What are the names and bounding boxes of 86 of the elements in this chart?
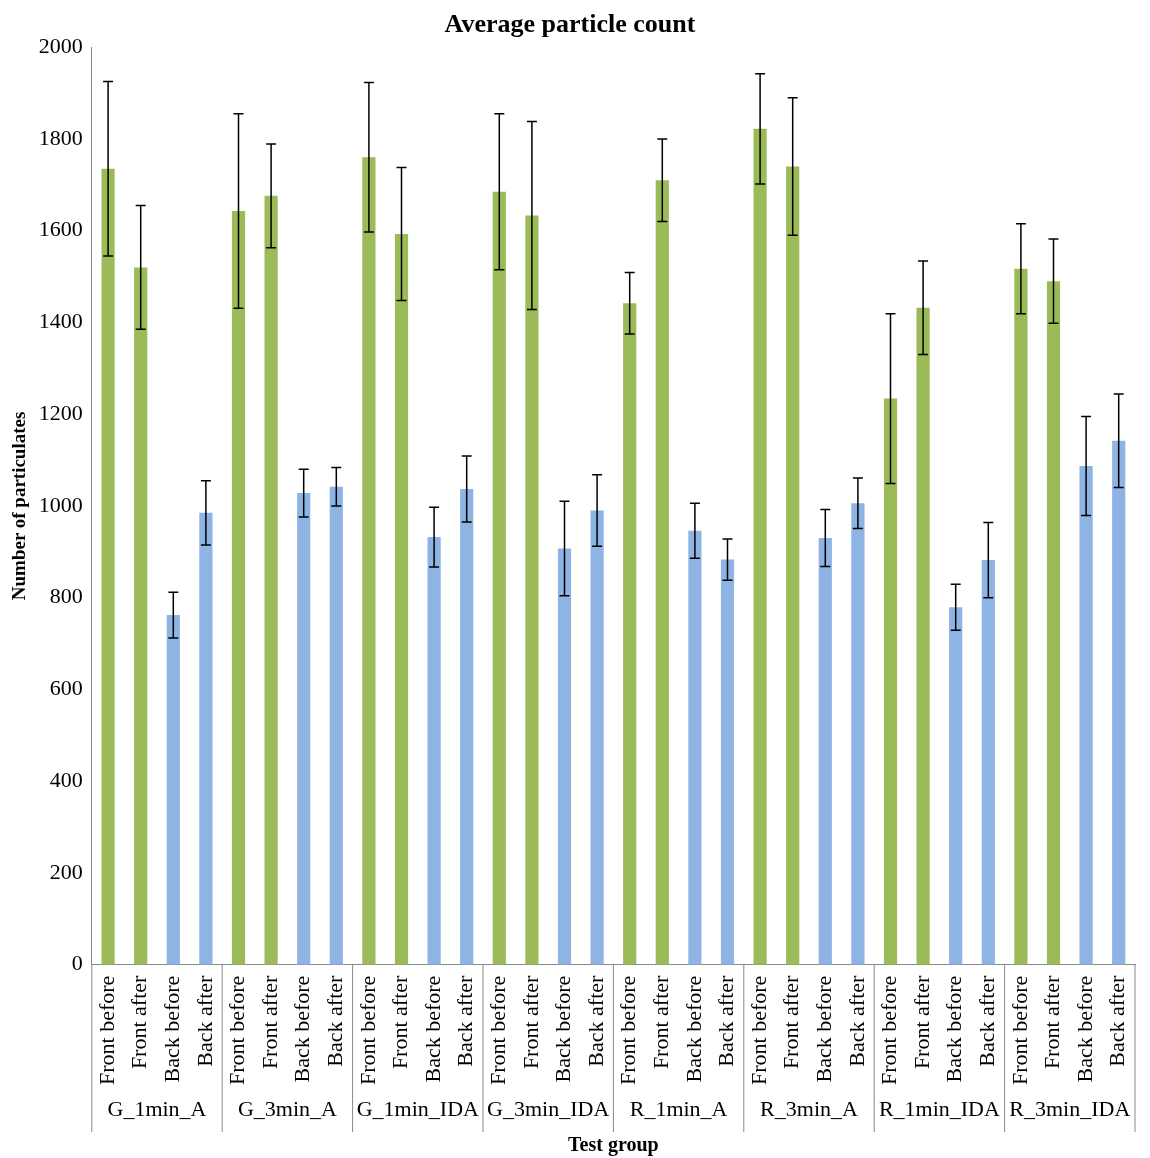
bar [720,559,735,965]
x-tick-label: Front after [908,974,934,1070]
y-tick-label: 600 [49,675,83,701]
bar [557,548,572,965]
x-tick-label: Back before [811,975,837,1083]
x-tick-label: Front after [1039,974,1065,1070]
bar [525,215,539,965]
x-tick-label: Back before [550,975,576,1083]
text: G_1min_IDA [356,1095,480,1121]
text: R_3min_IDA [1009,1095,1131,1121]
bar [623,303,637,965]
chart-title: Average particle count [444,9,696,39]
y-tick-label: 1000 [38,491,83,517]
bar [199,512,213,965]
x-tick-label: Front before [93,975,119,1085]
bar [818,538,832,965]
text: R_3min_A [760,1095,858,1121]
x-tick-label: Back before [419,975,445,1083]
x-tick-label: Front after [126,974,152,1070]
bar [883,398,898,965]
bar [101,168,115,965]
x-tick-label: Front after [517,974,543,1070]
bar [981,560,995,965]
x-tick-label: Back after [713,974,739,1067]
bar [134,267,148,965]
x-tick-label: Back before [1071,975,1097,1083]
y-axis-title: Number of particulates [8,411,30,601]
y-tick-label: 0 [71,950,83,976]
bar [1046,281,1061,965]
bar [916,307,930,965]
x-tick-label: Front before [224,975,250,1085]
x-tick-label: Back before [159,975,185,1083]
bar [851,503,865,965]
bar [492,191,506,965]
bar [394,233,409,965]
bar [949,607,963,965]
bar [427,537,441,965]
y-tick-label: 200 [49,858,83,884]
x-tick-label: Back before [941,975,967,1083]
x-tick-label: Back after [843,974,869,1067]
bar [166,615,180,965]
x-tick-label: Back after [582,974,608,1067]
bar [590,510,604,965]
bar [1112,440,1126,965]
x-tick-label: Front before [876,975,902,1085]
x-tick-label: Back after [322,974,348,1067]
bar [1079,466,1093,965]
x-tick-label: Front before [1006,975,1032,1085]
bar [329,486,343,965]
bar [362,157,376,965]
x-tick-label: Back after [1104,974,1130,1067]
text: G_1min_A [107,1095,207,1121]
x-tick-label: Back after [452,974,478,1067]
x-tick-label: Front after [256,974,282,1070]
bar [297,493,311,965]
x-tick-label: Front before [485,975,511,1085]
y-tick-label: 2000 [38,32,83,58]
bar [1014,268,1028,965]
bar [753,128,767,965]
y-tick-label: 1200 [38,399,83,425]
y-tick-label: 800 [49,583,83,609]
y-tick-label: 400 [49,766,83,792]
y-tick-label: 1800 [38,124,83,150]
text: R_1min_A [629,1095,728,1121]
y-tick-label: 1400 [38,308,83,334]
x-tick-label: Front after [387,974,413,1070]
bar [688,530,702,965]
x-tick-label: Back before [680,975,706,1083]
bar [460,488,474,965]
x-tick-label: Front before [745,975,771,1085]
bar [264,195,278,965]
x-tick-label: Front after [778,974,804,1070]
x-tick-label: Front before [354,975,380,1085]
y-tick-label: 1600 [38,216,83,242]
text: R_1min_IDA [878,1095,1001,1121]
x-tick-label: Back after [974,974,1000,1067]
x-axis-title: Test group [568,1133,659,1157]
bar [231,210,246,965]
x-tick-label: Back after [191,974,217,1067]
bar [655,180,669,965]
bar [786,166,800,965]
text: G_3min_A [237,1095,338,1121]
x-tick-label: Back before [289,975,315,1083]
x-tick-label: Front after [648,974,674,1070]
x-tick-label: Front before [615,975,641,1085]
text: G_3min_IDA [487,1095,610,1121]
